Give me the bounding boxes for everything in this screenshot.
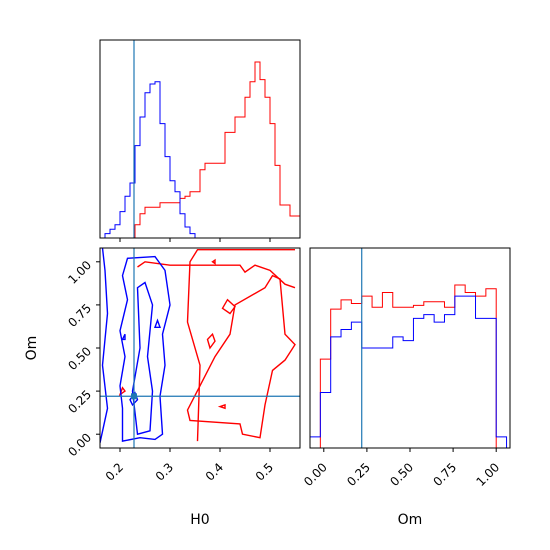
om-hist-red-series [310, 284, 507, 449]
h0-hist-red-series [100, 61, 301, 239]
contour-blue [119, 255, 171, 442]
contour-frame [99, 247, 301, 449]
h0-hist-frame [99, 39, 301, 239]
om-hist-frame [309, 247, 511, 449]
contour-red [186, 249, 295, 442]
contour-x-tick-label: 0.2 [103, 460, 126, 483]
contour-x-tick-label: 0.3 [153, 460, 176, 483]
contour-y-tick-label: 0.75 [65, 301, 94, 330]
om-hist-x-tick-label: 1.00 [474, 460, 503, 489]
y-axis-label-om: Om [24, 336, 40, 361]
contour-y-tick-label: 0.00 [65, 430, 94, 459]
x-axis-label-h0: H0 [190, 512, 209, 528]
om-hist-x-tick-label: 0.00 [301, 460, 330, 489]
truth-marker [131, 393, 137, 400]
contour-red [186, 274, 296, 439]
contour-y-tick-label: 0.50 [65, 344, 94, 373]
contour-red [137, 261, 296, 289]
contour-blue [131, 281, 154, 436]
contour-red [206, 332, 216, 350]
contour-x-tick-label: 0.4 [203, 460, 226, 483]
om-hist-x-tick-label: 0.25 [344, 460, 373, 489]
contour-blue [100, 248, 109, 443]
contour-red [211, 258, 216, 265]
contour-red [221, 298, 236, 315]
contour-blue [154, 318, 161, 328]
contour-x-tick-label: 0.5 [253, 460, 276, 483]
om-hist-blue-series [309, 295, 508, 448]
contour-red [217, 403, 226, 410]
contour-group [100, 248, 296, 443]
x-axis-label-om: Om [398, 512, 423, 528]
contour-blue [121, 333, 126, 341]
om-hist-x-tick-label: 0.75 [430, 460, 459, 489]
contour-y-tick-label: 1.00 [65, 258, 94, 287]
om-hist-x-tick-label: 0.50 [387, 460, 416, 489]
contour-y-tick-label: 0.25 [65, 387, 94, 416]
